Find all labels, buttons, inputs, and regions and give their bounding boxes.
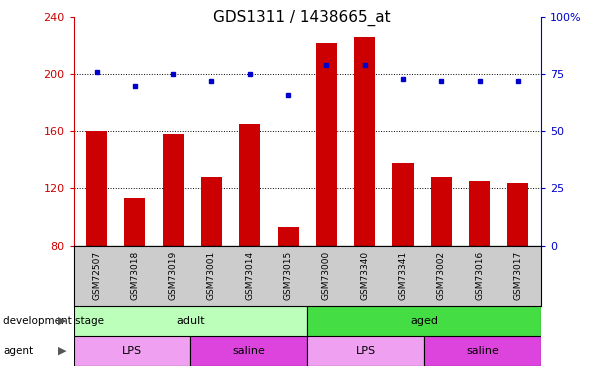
Text: ▶: ▶ (58, 316, 66, 326)
Bar (86, 131, 107, 246)
Text: GSM73002: GSM73002 (437, 251, 446, 300)
Text: GSM73000: GSM73000 (322, 251, 331, 300)
Text: saline: saline (232, 346, 265, 355)
Bar (393, 163, 414, 246)
Text: GSM73001: GSM73001 (207, 251, 216, 300)
Bar (239, 124, 260, 246)
Text: aged: aged (410, 316, 438, 326)
Bar (469, 181, 490, 246)
Text: GSM73019: GSM73019 (169, 251, 178, 300)
Bar (277, 227, 298, 246)
Text: GDS1311 / 1438665_at: GDS1311 / 1438665_at (213, 9, 390, 26)
Text: GSM73340: GSM73340 (360, 251, 369, 300)
Bar (316, 43, 337, 246)
Bar (307, 336, 424, 366)
Text: LPS: LPS (356, 346, 376, 355)
Bar (354, 37, 375, 246)
Text: GSM73341: GSM73341 (399, 251, 408, 300)
Text: ▶: ▶ (58, 346, 66, 355)
Text: LPS: LPS (122, 346, 142, 355)
Text: GSM73016: GSM73016 (475, 251, 484, 300)
Text: GSM73017: GSM73017 (513, 251, 522, 300)
Bar (191, 336, 307, 366)
Text: adult: adult (176, 316, 204, 326)
Bar (431, 177, 452, 246)
Bar (74, 336, 191, 366)
Bar (201, 177, 222, 246)
Text: GSM72507: GSM72507 (92, 251, 101, 300)
Text: agent: agent (3, 346, 33, 355)
Bar (74, 306, 307, 336)
Text: GSM73014: GSM73014 (245, 251, 254, 300)
Text: development stage: development stage (3, 316, 104, 326)
Bar (124, 198, 145, 246)
Bar (424, 336, 541, 366)
Bar (307, 306, 541, 336)
Bar (507, 183, 528, 246)
Text: GSM73015: GSM73015 (283, 251, 292, 300)
Text: saline: saline (466, 346, 499, 355)
Text: GSM73018: GSM73018 (130, 251, 139, 300)
Bar (163, 134, 184, 246)
